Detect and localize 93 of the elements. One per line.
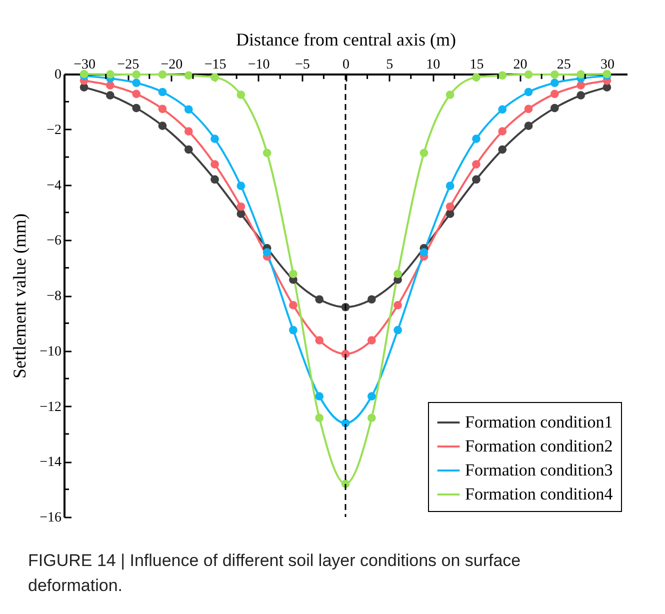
point [498, 105, 507, 114]
point [315, 414, 324, 422]
point [446, 210, 454, 218]
point [576, 70, 585, 78]
point [550, 78, 559, 88]
point [210, 134, 219, 143]
y-tick-label: 0 [54, 68, 62, 82]
point [315, 392, 324, 400]
point [289, 301, 298, 310]
x-tick-label: −30 [74, 58, 96, 72]
point [236, 90, 246, 99]
point [524, 104, 533, 114]
point [262, 148, 272, 158]
legend-label: Formation condition2 [465, 436, 613, 456]
x-tick-label: −20 [160, 58, 183, 72]
point [158, 88, 167, 96]
point [394, 270, 402, 278]
point [158, 70, 167, 79]
legend-label: Formation condition3 [465, 460, 613, 480]
y-tick-label: −10 [40, 344, 62, 360]
point [106, 81, 114, 90]
point [289, 270, 298, 278]
point [446, 90, 454, 99]
x-tick-label: −10 [248, 58, 270, 72]
x-tick-label: 20 [513, 58, 528, 72]
point [236, 210, 246, 218]
point [420, 148, 428, 158]
point [446, 182, 454, 190]
x-tick-label: 5 [386, 58, 394, 72]
point [472, 160, 480, 168]
point [315, 295, 324, 304]
x-tick-label: 0 [342, 58, 350, 72]
point [394, 301, 402, 310]
point [210, 175, 219, 184]
point [158, 104, 167, 114]
point [367, 336, 376, 345]
point [420, 248, 428, 256]
point [524, 70, 533, 79]
point [576, 81, 585, 90]
y-tick-label: −8 [46, 289, 62, 304]
point [367, 295, 376, 304]
point [210, 160, 219, 168]
point [367, 414, 376, 422]
point [158, 122, 167, 130]
y-tick-label: −4 [46, 178, 62, 194]
point [367, 392, 376, 400]
point [498, 145, 507, 154]
point [184, 71, 193, 80]
point [184, 145, 193, 154]
point [236, 182, 246, 190]
point [132, 104, 141, 112]
y-tick-label: −12 [40, 400, 62, 415]
point [472, 73, 480, 82]
point [394, 326, 402, 334]
y-axis-title: Settlement value (mm) [10, 214, 30, 378]
point [498, 127, 507, 136]
point [498, 71, 507, 80]
y-tick-label: −6 [46, 234, 62, 249]
point [315, 336, 324, 345]
x-tick-label: 30 [600, 58, 614, 72]
point [576, 91, 585, 100]
point [106, 70, 114, 78]
caption: FIGURE 14 | Influence of different soil layer conditions on surface deformation. [28, 550, 522, 597]
point [184, 127, 193, 136]
x-tick-label: −25 [117, 58, 140, 72]
legend-label: Formation condition1 [465, 412, 613, 432]
y-tick-label: −14 [40, 455, 62, 470]
y-tick-label: −16 [40, 510, 62, 526]
point [236, 202, 246, 211]
point [524, 122, 533, 130]
x-tick-label: −5 [294, 58, 310, 72]
point [472, 134, 480, 143]
legend-label: Formation condition4 [465, 484, 614, 504]
x-tick-label: 15 [470, 58, 484, 72]
point [524, 88, 533, 96]
point [446, 202, 454, 211]
point [550, 90, 559, 98]
point [550, 70, 559, 79]
x-tick-label: −15 [204, 58, 226, 72]
point [132, 70, 141, 79]
point [550, 104, 559, 112]
point [472, 175, 480, 184]
x-axis-title: Distance from central axis (m) [236, 30, 456, 50]
point [132, 78, 141, 88]
point [262, 248, 272, 256]
point [210, 73, 219, 82]
point [106, 91, 114, 100]
x-tick-label: 25 [556, 58, 571, 72]
point [132, 90, 141, 98]
point [289, 326, 298, 334]
y-tick-label: −2 [46, 122, 62, 138]
x-tick-label: 10 [426, 58, 440, 72]
point [184, 105, 193, 114]
